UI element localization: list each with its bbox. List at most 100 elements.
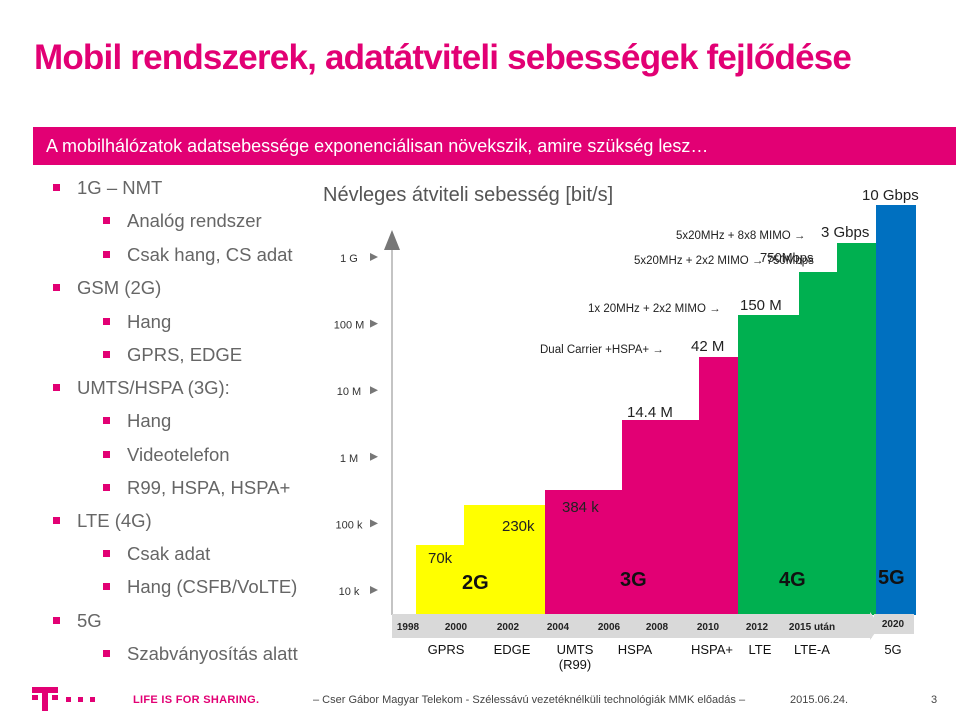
y-tick-label: 100 M [334, 320, 365, 332]
page-number: 3 [931, 694, 938, 706]
bullet-item: GPRS, EDGE [103, 344, 242, 366]
bar-value-label: 3 Gbps [821, 224, 869, 241]
technology-label: (R99) [559, 657, 592, 672]
bar-value-label: 42 M [691, 338, 724, 355]
bullet-square-icon [53, 617, 60, 624]
timeline-year: 2008 [646, 622, 669, 633]
bullet-item: GSM (2G) [53, 277, 161, 299]
bullet-item: UMTS/HSPA (3G): [53, 377, 230, 399]
footer-tagline: LIFE IS FOR SHARING. [133, 694, 260, 706]
bullet-square-icon [103, 550, 110, 557]
bullet-item: 5G [53, 610, 102, 632]
timeline-year: 2012 [746, 622, 769, 633]
y-tick-label: 1 G [340, 253, 358, 265]
page-title: Mobil rendszerek, adatátviteli sebessége… [34, 38, 852, 77]
bar-umts-r99- [545, 490, 622, 615]
bar-value-label: 750Mbps [760, 250, 814, 265]
footer-dots-icon [66, 697, 95, 702]
bullet-item: Csak adat [103, 543, 210, 565]
timeline-year: 2010 [697, 622, 720, 633]
bullet-square-icon [103, 318, 110, 325]
spec-annotation: 1x 20MHz + 2x2 MIMO → [588, 303, 721, 315]
bullet-square-icon [103, 217, 110, 224]
bullet-item: Analóg rendszer [103, 210, 262, 232]
bullet-item: Videotelefon [103, 444, 230, 466]
subtitle-banner: A mobilhálózatok adatsebessége exponenci… [33, 127, 956, 165]
timeline-year: 2006 [598, 622, 621, 633]
technology-label: UMTS [557, 642, 594, 657]
chart-title: Névleges átviteli sebesség [bit/s] [323, 184, 614, 206]
telekom-t-logo-icon [32, 687, 58, 711]
y-tick-label: 1 M [340, 453, 358, 465]
technology-label: GPRS [428, 642, 465, 657]
bullet-item: R99, HSPA, HSPA+ [103, 477, 290, 499]
y-tick-marker-icon [370, 519, 378, 528]
bullet-square-icon [103, 484, 110, 491]
technology-label: HSPA+ [691, 642, 733, 657]
bar-edge [464, 505, 545, 615]
bar-value-label: 14.4 M [627, 404, 673, 421]
bar-value-label: 384 k [562, 499, 599, 516]
banner-text: A mobilhálózatok adatsebessége exponenci… [46, 136, 709, 156]
y-tick-marker-icon [370, 319, 378, 328]
technology-label: LTE [749, 642, 772, 657]
y-tick-label: 100 k [336, 519, 363, 531]
footer-date: 2015.06.24. [790, 694, 849, 706]
bar-value-label: 10 Gbps [862, 187, 919, 204]
bullet-square-icon [103, 650, 110, 657]
timeline-5g-box [874, 614, 914, 634]
technology-label: EDGE [494, 642, 531, 657]
technology-label: HSPA [618, 642, 653, 657]
bullet-square-icon [103, 351, 110, 358]
bar-lte [738, 315, 799, 615]
bullet-item: Csak hang, CS adat [103, 244, 293, 266]
y-tick-label: 10 M [337, 386, 361, 398]
timeline-year: 2002 [497, 622, 520, 633]
bar-hspa [622, 420, 699, 615]
bar-value-label: 150 M [740, 297, 782, 314]
generation-label: 4G [779, 569, 806, 591]
y-tick-marker-icon [370, 452, 378, 461]
bullet-square-icon [53, 284, 60, 291]
bullet-item: Hang [103, 311, 171, 333]
bar-gprs [416, 545, 464, 615]
y-tick-label: 10 k [339, 586, 360, 598]
bullet-square-icon [103, 417, 110, 424]
bar-value-label: 70k [428, 550, 453, 567]
bullet-item: Hang (CSFB/VoLTE) [103, 576, 297, 598]
bar-hspa-dual-carrier [699, 357, 738, 615]
timeline-year: 2015 után [789, 622, 835, 633]
generation-label: 3G [620, 569, 647, 591]
generation-label: 5G [878, 567, 905, 589]
bullet-square-icon [53, 384, 60, 391]
y-axis-arrow-icon [384, 230, 400, 250]
spec-annotation: Dual Carrier +HSPA+ → [540, 344, 664, 356]
technology-label: 5G [884, 642, 901, 657]
bullet-item: 1G – NMT [53, 177, 162, 199]
spec-annotation: 5x20MHz + 8x8 MIMO → [676, 230, 805, 242]
bullet-square-icon [53, 517, 60, 524]
bullet-square-icon [103, 583, 110, 590]
timeline-bar [392, 614, 872, 638]
y-tick-marker-icon [370, 253, 378, 261]
timeline-year: 2020 [882, 619, 905, 630]
bullet-square-icon [103, 451, 110, 458]
bar-value-label: 230k [502, 518, 535, 535]
timeline-year: 2000 [445, 622, 468, 633]
bar-lte-a-8x8 [837, 243, 876, 615]
generation-label: 2G [462, 572, 489, 594]
bullet-square-icon [103, 251, 110, 258]
footer-credit: – Cser Gábor Magyar Telekom - Szélessávú… [313, 694, 746, 706]
y-tick-marker-icon [370, 386, 378, 395]
bar-5g [876, 205, 916, 615]
bullet-item: LTE (4G) [53, 510, 152, 532]
y-tick-marker-icon [370, 586, 378, 594]
bullet-item: Hang [103, 410, 171, 432]
spec-annotation: 5x20MHz + 2x2 MIMO → 750Mbps [634, 255, 814, 267]
bullet-item: Szabványosítás alatt [103, 643, 298, 665]
timeline-year: 1998 [397, 622, 420, 633]
bar-lte-a-2x2 [799, 272, 837, 615]
bullet-square-icon [53, 184, 60, 191]
timeline-year: 2004 [547, 622, 570, 633]
